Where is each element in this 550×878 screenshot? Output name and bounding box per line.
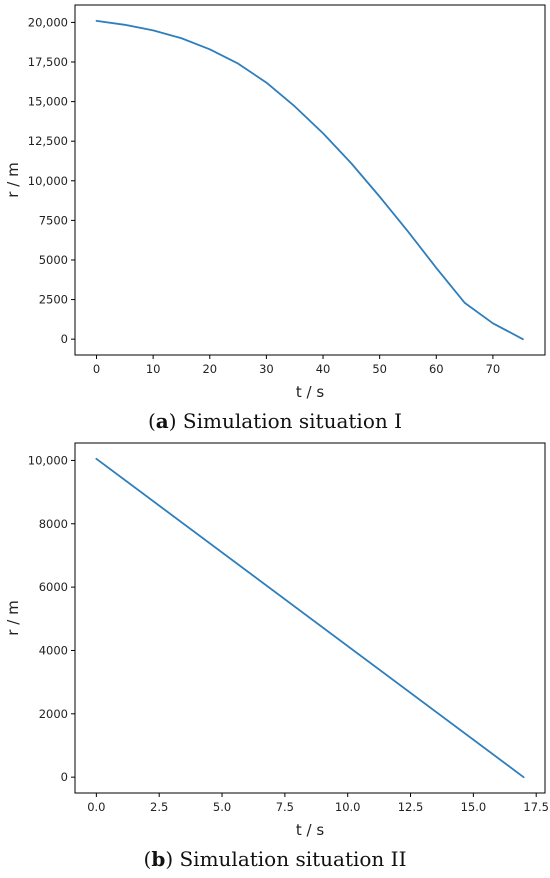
chart-b-x-axis-label: t / s [296,821,324,839]
chart-b-x-tick-label: 0.0 [87,800,105,814]
chart-a-y-tick-label: 15,000 [28,95,68,109]
chart-a-x-tick-label: 10 [146,362,161,376]
chart-a-y-tick-label: 20,000 [28,15,68,29]
chart-a-series-line [95,19,524,341]
chart-a-y-axis-label: r / m [4,162,22,197]
chart-a-x-ticks: 0 10 20 30 40 50 60 70 [93,355,500,376]
chart-b-y-ticks: 0 2000 4000 6000 8000 10,000 [28,453,75,784]
chart-b-y-tick-label: 4000 [39,643,68,657]
chart-b-y-axis-label: r / m [4,600,22,635]
chart-b-x-tick-label: 2.5 [150,800,168,814]
chart-a-x-tick-label: 50 [372,362,387,376]
chart-b-x-tick-label: 7.5 [276,800,294,814]
chart-a-y-tick-label: 12,500 [28,134,68,148]
chart-a-x-tick-label: 20 [202,362,217,376]
chart-a-y-tick-label: 17,500 [28,55,68,69]
chart-b-x-tick-label: 15.0 [461,800,487,814]
chart-b-x-ticks: 0.0 2.5 5.0 7.5 10.0 12.5 15.0 17.5 [87,793,549,814]
chart-a-x-tick-label: 40 [316,362,331,376]
chart-a-y-ticks: 0 2500 5000 7500 10,000 12,500 15,000 17,500 20,… [28,15,75,346]
chart-a-x-tick-label: 70 [486,362,501,376]
chart-b-y-tick-label: 0 [61,770,68,784]
chart-a-y-tick-label: 7500 [39,213,68,227]
chart-b-y-tick-label: 6000 [39,580,68,594]
chart-a-x-tick-label: 0 [93,362,100,376]
chart-b-y-tick-label: 8000 [39,517,68,531]
chart-b-x-tick-label: 17.5 [523,800,549,814]
chart-a-plot-frame [74,4,546,356]
chart-b-series-line [95,457,525,779]
chart-a-y-tick-label: 2500 [39,293,68,307]
chart-b-plot-frame [74,442,546,794]
chart-a-x-tick-label: 30 [259,362,274,376]
chart-b-y-tick-label: 10,000 [28,453,68,467]
chart-b-x-tick-label: 10.0 [335,800,361,814]
chart-b-x-tick-label: 5.0 [213,800,231,814]
chart-a-y-tick-label: 10,000 [28,174,68,188]
chart-a-caption: (a) Simulation situation I [148,409,402,433]
chart-a-y-tick-label: 0 [61,332,68,346]
chart-b-y-tick-label: 2000 [39,707,68,721]
chart-a-x-axis-label: t / s [296,383,324,401]
chart-b: 0.0 2.5 5.0 7.5 10.0 12.5 15.0 17.5 0 2000 4000 60… [4,442,549,871]
chart-a: 0 10 20 30 40 50 60 70 0 2500 5000 7500 10,000 12,50… [4,4,546,433]
chart-b-caption: (b) Simulation situation II [144,847,407,871]
chart-a-x-tick-label: 60 [429,362,444,376]
chart-a-y-tick-label: 5000 [39,253,68,267]
chart-b-x-tick-label: 12.5 [398,800,424,814]
